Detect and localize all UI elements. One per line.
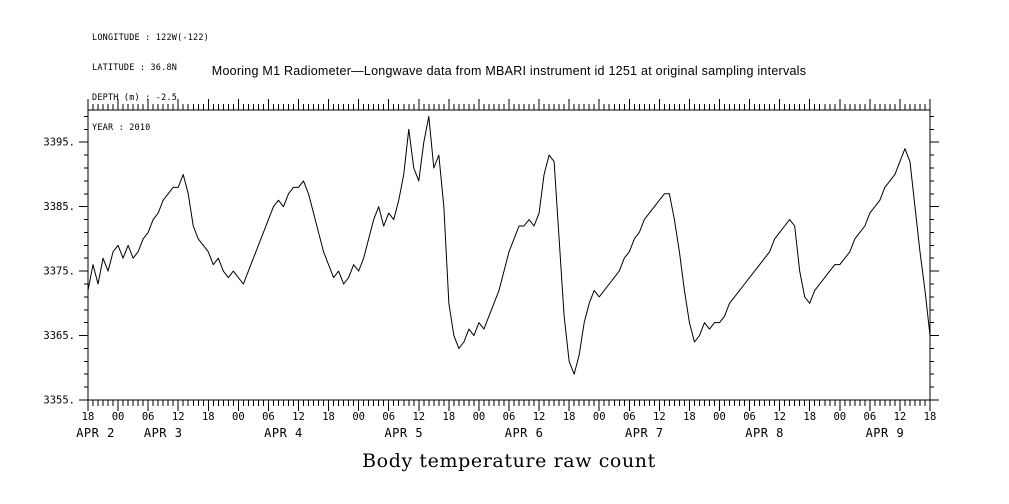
svg-text:18: 18 [563, 411, 576, 423]
svg-text:06: 06 [142, 411, 155, 423]
svg-text:12: 12 [773, 411, 786, 423]
svg-text:18: 18 [443, 411, 456, 423]
metadata-latitude: LATITUDE : 36.8N [92, 63, 178, 73]
svg-text:12: 12 [412, 411, 425, 423]
svg-text:APR 3: APR 3 [144, 426, 183, 440]
data-line-body-temperature-raw-count [87, 115, 931, 375]
y-axis-ticks [79, 115, 939, 401]
svg-text:12: 12 [533, 411, 546, 423]
svg-text:18: 18 [202, 411, 215, 423]
metadata-longitude: LONGITUDE : 122W(-122) [92, 33, 209, 43]
svg-text:APR 4: APR 4 [264, 426, 303, 440]
x-axis-label: Body temperature raw count [362, 450, 656, 472]
metadata-block: LONGITUDE : 122W(-122) LATITUDE : 36.8N … [92, 13, 209, 153]
svg-text:06: 06 [743, 411, 756, 423]
svg-text:00: 00 [352, 411, 365, 423]
svg-text:06: 06 [864, 411, 877, 423]
metadata-year: YEAR : 2010 [92, 123, 151, 133]
svg-text:APR 2: APR 2 [76, 426, 115, 440]
svg-text:3395.: 3395. [43, 137, 75, 149]
svg-text:APR 8: APR 8 [745, 426, 784, 440]
svg-text:12: 12 [292, 411, 305, 423]
y-axis-tick-labels: 3355. 3365. 3375. 3385. 3395. [43, 137, 75, 407]
svg-text:APR 6: APR 6 [505, 426, 544, 440]
page-title: Mooring M1 Radiometer—Longwave data from… [211, 64, 807, 78]
svg-text:12: 12 [894, 411, 907, 423]
svg-text:06: 06 [623, 411, 636, 423]
svg-text:00: 00 [232, 411, 245, 423]
plot-frame [87, 109, 931, 401]
svg-text:00: 00 [833, 411, 846, 423]
svg-text:18: 18 [683, 411, 696, 423]
metadata-depth: DEPTH (m) : -2.5 [92, 93, 178, 103]
svg-text:3365.: 3365. [43, 330, 75, 342]
svg-text:00: 00 [473, 411, 486, 423]
svg-text:00: 00 [713, 411, 726, 423]
svg-text:18: 18 [82, 411, 95, 423]
svg-text:3385.: 3385. [43, 201, 75, 213]
svg-text:00: 00 [593, 411, 606, 423]
svg-text:APR 5: APR 5 [384, 426, 423, 440]
svg-text:06: 06 [262, 411, 275, 423]
x-axis-ticks [87, 99, 931, 411]
svg-text:12: 12 [653, 411, 666, 423]
svg-text:18: 18 [322, 411, 335, 423]
x-axis-hour-labels: 18 00 06 12 18 00 06 12 18 00 06 12 18 00 06 12 18 00 06 12… [82, 411, 937, 423]
svg-text:00: 00 [112, 411, 125, 423]
svg-text:3375.: 3375. [43, 266, 75, 278]
svg-text:APR 7: APR 7 [625, 426, 664, 440]
svg-text:12: 12 [172, 411, 185, 423]
svg-text:3355.: 3355. [43, 395, 75, 407]
x-axis-date-labels: APR 2 APR 3 APR 4 APR 5 APR 6 APR 7 APR 8 APR 9 [76, 426, 904, 440]
svg-text:06: 06 [503, 411, 516, 423]
svg-text:18: 18 [803, 411, 816, 423]
svg-text:18: 18 [924, 411, 937, 423]
svg-text:APR 9: APR 9 [866, 426, 905, 440]
svg-text:06: 06 [382, 411, 395, 423]
